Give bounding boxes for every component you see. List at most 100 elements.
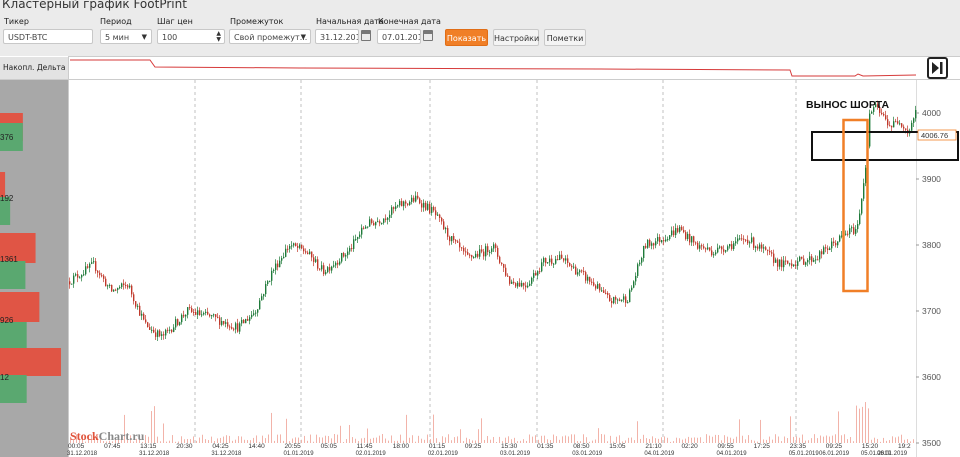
candle <box>155 332 157 337</box>
volume-bar <box>745 439 746 443</box>
candle <box>215 314 217 317</box>
candle <box>807 260 809 263</box>
watermark: StockChart.ru <box>70 429 145 443</box>
candle <box>617 299 619 301</box>
candle <box>193 311 195 313</box>
price-chart[interactable]: 376 192 1361 926 12 4000 3900 3800 3700 3600 3500… <box>0 56 960 457</box>
calendar-icon[interactable] <box>361 30 371 41</box>
settings-button[interactable]: Настройки <box>493 29 539 46</box>
volume-bar <box>586 437 587 443</box>
candle <box>895 121 897 123</box>
volume-bar <box>469 439 470 443</box>
candle <box>623 296 625 300</box>
notes-button[interactable]: Пометки <box>544 29 586 46</box>
price-tick-label: 3600 <box>922 372 941 382</box>
candle <box>891 125 893 128</box>
candle <box>749 242 751 244</box>
period-select[interactable]: 5 мин ▼ <box>100 29 152 44</box>
volume-bar <box>73 439 74 443</box>
candle <box>863 183 865 199</box>
volume-bar <box>466 437 467 443</box>
volume-bar <box>817 438 818 443</box>
time-tick-label: 15:30 <box>501 443 518 450</box>
volume-bar <box>697 437 698 443</box>
candle <box>385 218 387 220</box>
volume-bar <box>316 434 317 443</box>
candle <box>669 235 671 240</box>
profile-bar <box>0 348 61 376</box>
app-title: Кластерный график FootPrint <box>2 0 187 11</box>
volume-bar <box>115 438 116 443</box>
candle <box>837 241 839 246</box>
volume-bar <box>913 439 914 443</box>
volume-bar <box>289 441 290 443</box>
candle <box>71 283 73 285</box>
candle <box>251 314 253 318</box>
volume-bar <box>793 436 794 443</box>
volume-bar <box>676 437 677 443</box>
candle <box>241 319 243 324</box>
candle <box>621 299 623 301</box>
price-tick-label: 3900 <box>922 174 941 184</box>
volume-bar <box>562 436 563 443</box>
candle <box>901 123 903 127</box>
ticker-input[interactable]: USDT-BTC <box>3 29 93 44</box>
volume-bar <box>730 437 731 443</box>
candle <box>509 276 511 284</box>
period-label: Период <box>100 17 132 26</box>
candle <box>875 104 877 108</box>
candle <box>359 234 361 238</box>
volume-bar <box>70 436 71 443</box>
candle <box>411 197 413 202</box>
volume-bar <box>538 439 539 443</box>
volume-bar <box>883 437 884 443</box>
candle <box>899 123 901 125</box>
chart-grid <box>68 56 960 457</box>
candle <box>893 121 895 128</box>
candle <box>873 107 875 112</box>
time-tick-label: 13:15 <box>140 443 157 450</box>
volume-bar <box>178 441 179 443</box>
volume-bar <box>463 441 464 443</box>
candle <box>113 289 115 292</box>
candle <box>793 264 795 267</box>
start-date-input[interactable]: 31.12.2018 <box>315 29 359 44</box>
volume-bar <box>382 434 383 443</box>
annotation-text: ВЫНОС ШОРТА <box>806 99 889 111</box>
scroll-to-end-button[interactable] <box>927 57 948 79</box>
candle <box>281 258 283 261</box>
volume-bar <box>556 436 557 443</box>
range-select[interactable]: Свой промежут... ▼ <box>229 29 311 44</box>
candle <box>505 267 507 276</box>
profile-label: 1361 <box>0 255 18 264</box>
candle <box>559 254 561 260</box>
candle <box>541 262 543 272</box>
volume-bar <box>832 435 833 443</box>
volume-bar <box>295 437 296 443</box>
candle <box>841 235 843 237</box>
candle <box>415 195 417 202</box>
volume-bar <box>760 419 761 443</box>
step-stepper[interactable]: 100 ▲ ▼ <box>157 29 225 44</box>
candle <box>371 219 373 223</box>
volume-bar <box>334 434 335 443</box>
calendar-icon[interactable] <box>423 30 433 41</box>
candle <box>773 253 775 263</box>
candle <box>125 285 127 287</box>
volume-bar <box>700 437 701 443</box>
time-tick-label: 09:25 <box>465 443 482 450</box>
volume-bar <box>769 436 770 443</box>
volume-bar <box>754 440 755 443</box>
time-tick-date: 04.01.2019 <box>644 451 675 457</box>
end-date-input[interactable]: 07.01.2019 <box>377 29 421 44</box>
candle <box>667 239 669 241</box>
show-button[interactable]: Показать <box>445 29 488 46</box>
candle <box>101 275 103 277</box>
volume-bar <box>892 436 893 443</box>
volume-bar <box>526 440 527 443</box>
candle <box>549 258 551 263</box>
volume-bar <box>394 440 395 443</box>
candle <box>649 239 651 246</box>
candle <box>609 294 611 301</box>
candle <box>111 284 113 292</box>
